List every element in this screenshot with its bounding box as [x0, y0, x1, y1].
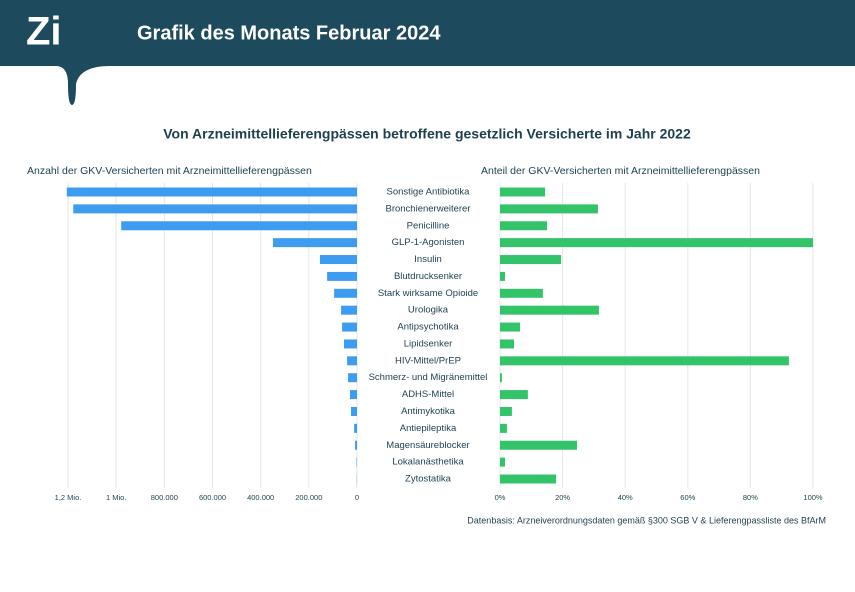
bar	[319, 255, 357, 265]
category-label: HIV-Mittel/PrEP	[395, 355, 461, 366]
header-bar	[0, 0, 855, 66]
x-tick-label: 100%	[803, 493, 823, 502]
category-label: Sonstige Antibiotika	[387, 187, 471, 198]
bar	[500, 187, 546, 197]
bar	[500, 457, 506, 467]
x-tick-label: 40%	[618, 493, 633, 502]
bar	[500, 271, 506, 281]
bar	[341, 305, 357, 315]
axis-title: Anteil der GKV-Versicherten mit Arzneimi…	[481, 165, 760, 177]
category-label: Insulin	[414, 254, 441, 265]
bar	[121, 221, 357, 231]
category-label: Antimykotika	[401, 406, 456, 417]
bar	[500, 406, 512, 416]
category-label: Zytostatika	[405, 474, 452, 485]
bar	[500, 474, 557, 484]
x-tick-label: 1 Mio.	[106, 493, 126, 502]
bar	[500, 204, 598, 214]
bar	[500, 390, 528, 400]
bar	[327, 271, 357, 281]
bar	[347, 356, 357, 366]
bar	[500, 440, 577, 450]
category-label: ADHS-Mittel	[402, 389, 454, 400]
bar	[343, 339, 357, 349]
category-label: Lipidsenker	[404, 338, 453, 349]
header-title: Grafik des Monats Februar 2024	[137, 22, 441, 44]
bar	[348, 373, 357, 383]
category-label: Lokalanästhetika	[392, 457, 464, 468]
x-tick-label: 200.000	[295, 493, 322, 502]
bar	[500, 288, 543, 298]
x-tick-label: 0	[355, 493, 359, 502]
category-label: Blutdrucksenker	[394, 271, 462, 282]
category-label: Schmerz- und Migränemittel	[369, 372, 488, 383]
bar	[334, 288, 357, 298]
bar	[350, 390, 357, 400]
category-label: Antiepileptika	[400, 423, 457, 434]
x-tick-label: 1,2 Mio.	[55, 493, 82, 502]
x-tick-label: 20%	[555, 493, 570, 502]
x-tick-label: 60%	[680, 493, 695, 502]
x-tick-label: 80%	[743, 493, 758, 502]
x-tick-label: 0%	[495, 493, 506, 502]
logo: Zi	[26, 10, 62, 54]
header-drop	[56, 66, 110, 105]
bar	[500, 221, 547, 231]
category-label: Stark wirksame Opioide	[378, 288, 478, 299]
axis-title: Anzahl der GKV-Versicherten mit Arzneimi…	[27, 165, 312, 177]
source: Datenbasis: Arzneiverordnungsdaten gemäß…	[467, 515, 826, 525]
bar	[500, 423, 507, 433]
bar	[500, 305, 599, 315]
bar	[73, 204, 357, 214]
category-label: Magensäureblocker	[386, 440, 469, 451]
chart-title: Von Arzneimittellieferengpässen betroffe…	[163, 126, 691, 142]
category-label: Antipsychotika	[397, 322, 459, 333]
category-label: Urologika	[408, 305, 449, 316]
bar	[342, 322, 357, 332]
bar	[350, 406, 357, 416]
bar	[272, 238, 357, 248]
category-label: GLP-1-Agonisten	[392, 237, 465, 248]
category-label: Penicilline	[407, 220, 450, 231]
x-tick-label: 600.000	[199, 493, 226, 502]
x-tick-label: 800.000	[151, 493, 178, 502]
bar	[354, 423, 357, 433]
bar	[500, 373, 502, 383]
bar	[355, 440, 357, 450]
bar	[500, 238, 813, 248]
bar	[500, 322, 521, 332]
bar	[66, 187, 357, 197]
category-label: Bronchienerweiterer	[385, 203, 470, 214]
bar	[500, 339, 515, 349]
x-tick-label: 400.000	[247, 493, 274, 502]
bar	[500, 255, 562, 265]
bar	[500, 356, 789, 366]
